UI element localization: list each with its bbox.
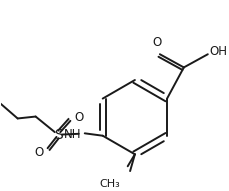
Text: O: O	[74, 111, 83, 124]
Text: NH: NH	[64, 128, 81, 141]
Text: S: S	[54, 128, 63, 142]
Text: O: O	[34, 146, 44, 159]
Text: OH: OH	[209, 45, 227, 58]
Text: O: O	[152, 36, 162, 49]
Text: CH₃: CH₃	[99, 180, 120, 189]
